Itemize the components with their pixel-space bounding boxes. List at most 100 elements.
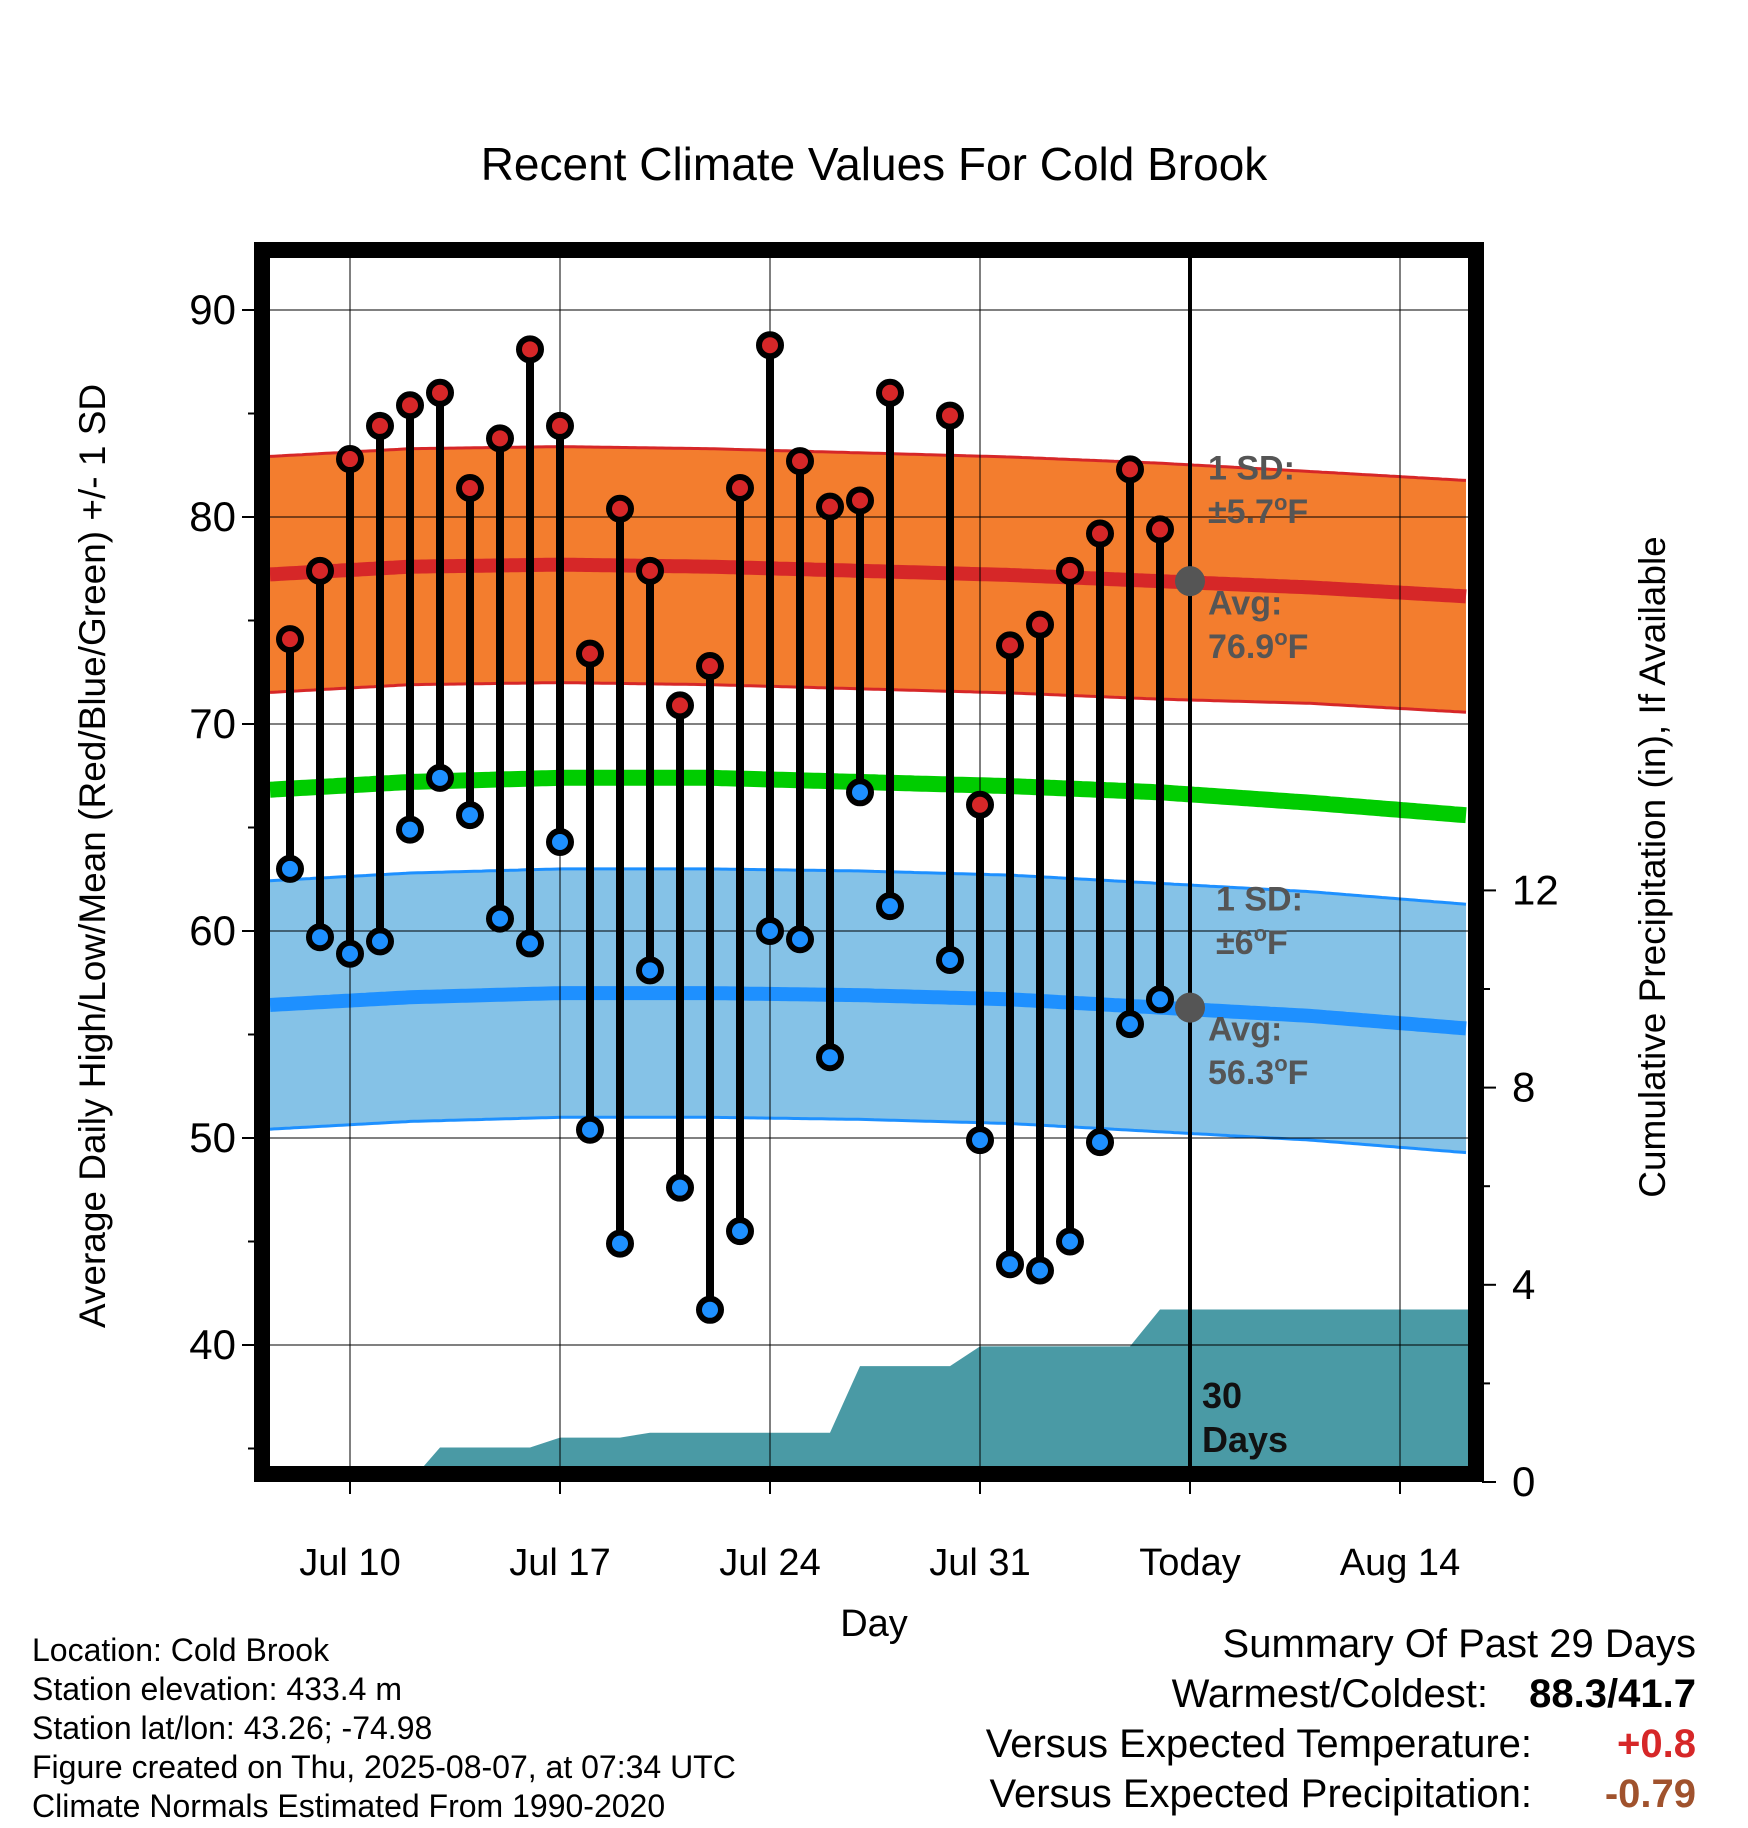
y2-tick-label: 8 [1512,1064,1535,1111]
x-tick-label: Aug 14 [1340,1542,1460,1584]
high-point [1056,556,1084,585]
y-tick-label: 90 [189,286,236,333]
x-tick-label: Today [1139,1542,1240,1584]
high-point [456,474,484,503]
today-normal-high-marker [1175,566,1205,597]
normal-high-sd-band [270,446,1466,713]
y2-axis-label: Cumulative Precipitation (in), If Availa… [1632,536,1673,1198]
high-point [306,556,334,585]
y-tick-label: 60 [189,907,236,954]
low-point [306,923,334,952]
info-location: Location: Cold Brook [32,1632,330,1668]
x-tick-label: Jul 17 [509,1542,610,1584]
info-elevation: Station elevation: 433.4 m [32,1671,403,1707]
high-point [396,391,424,420]
normal-low-sd-band [270,868,1466,1153]
high-sd-value: ±5.7oF [1208,490,1308,531]
y2-tick-label: 0 [1512,1458,1535,1505]
y-axis-label: Average Daily High/Low/Mean (Red/Blue/Gr… [72,384,113,1328]
high-point [426,378,454,407]
low-point [546,827,574,856]
low-point [1146,985,1174,1014]
high-point [546,411,574,440]
normal-low-line [269,986,1467,1036]
summary-warm-cold: Warmest/Coldest: 88.3/41.7 [1172,1672,1696,1717]
y2-tick-label: 4 [1512,1261,1535,1308]
low-point [636,956,664,985]
high-point [816,492,844,521]
high-point [1026,610,1054,639]
low-point [426,763,454,792]
x-tick-label: Jul 10 [299,1542,400,1584]
high-point [966,790,994,819]
high-avg-value: 76.9oF [1208,625,1308,666]
high-point [786,447,814,476]
precip-label: Versus Expected Precipitation: [989,1772,1532,1816]
low-point [1086,1128,1114,1157]
warm-cold-separator: / [1607,1672,1619,1716]
summary-temperature: Versus Expected Temperature: +0.8 [986,1722,1696,1767]
normal-low-sd-upper-edge [269,867,1467,906]
low-point [1116,1010,1144,1039]
today-normal-low-marker [1175,992,1205,1023]
y-tick-label: 40 [189,1321,236,1368]
high-point [996,631,1024,660]
high-sd-label: 1 SD: [1208,450,1295,488]
warm-cold-label: Warmest/Coldest: [1171,1672,1489,1716]
high-point [846,486,874,515]
summary-precipitation: Versus Expected Precipitation: -0.79 [989,1772,1696,1817]
low-point [966,1126,994,1155]
low-avg-label: Avg: [1208,1011,1282,1049]
x-axis-label: Day [840,1603,908,1645]
low-sd-label: 1 SD: [1216,880,1303,918]
temp-label: Versus Expected Temperature: [985,1722,1532,1766]
high-point [726,474,754,503]
low-point [876,892,904,921]
y-tick-label: 70 [189,700,236,747]
low-point [336,939,364,968]
low-point [756,917,784,945]
low-point [516,929,544,958]
days-count-number: 30 [1202,1375,1242,1416]
low-point [936,945,964,974]
high-point [1146,515,1174,544]
low-point [276,854,304,883]
info-normals: Climate Normals Estimated From 1990-2020 [32,1788,666,1824]
x-tick-label: Jul 31 [929,1542,1030,1584]
high-point [276,625,304,654]
high-avg-label: Avg: [1208,584,1282,622]
low-point [1026,1256,1054,1285]
plot-frame [254,242,1484,1482]
low-point [606,1229,634,1258]
precip-value: -0.79 [1604,1772,1696,1816]
info-created: Figure created on Thu, 2025-08-07, at 07… [32,1749,736,1785]
low-point [726,1217,754,1246]
low-avg-value: 56.3oF [1208,1051,1308,1092]
precipitation-area [422,1309,1470,1468]
high-point [936,401,964,430]
low-point [486,904,514,933]
high-point [756,331,784,360]
low-point [576,1115,604,1144]
low-point [996,1250,1024,1279]
days-count-word: Days [1202,1419,1288,1460]
high-point [1116,455,1144,484]
chart-title: Recent Climate Values For Cold Brook [481,138,1269,190]
low-point [666,1173,694,1202]
high-point [636,556,664,585]
low-point [846,778,874,807]
info-latlon: Station lat/lon: 43.26; -74.98 [32,1710,433,1746]
high-point [486,424,514,453]
low-point [696,1295,724,1324]
low-point [366,927,394,956]
coldest-value: 41.7 [1618,1672,1696,1716]
high-point [1086,519,1114,548]
low-sd-value: ±6oF [1216,921,1288,962]
x-tick-label: Jul 24 [719,1542,820,1584]
low-point [816,1043,844,1072]
low-point [1056,1227,1084,1256]
high-point [696,652,724,681]
low-point [456,801,484,830]
